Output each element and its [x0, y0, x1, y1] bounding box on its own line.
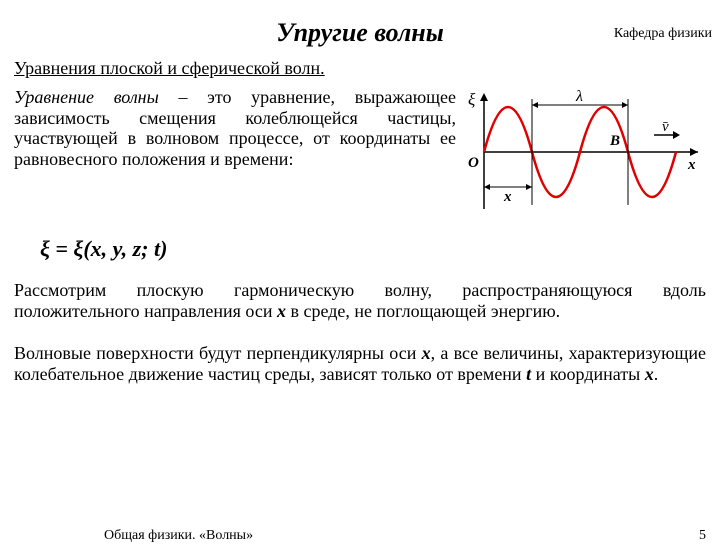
x-axis-label: x [687, 157, 696, 173]
velocity-label: v̄ [662, 119, 669, 135]
lambda-label: λ [575, 88, 583, 105]
term: Уравнение волны [14, 87, 159, 107]
origin-label: O [468, 155, 479, 171]
p3-t1: Волновые поверхности будут перпендикуляр… [14, 343, 422, 363]
p2-x: x [277, 301, 286, 321]
footer: Общая физики. «Волны» 5 [0, 528, 720, 544]
p3-t4: . [654, 364, 659, 384]
footer-left: Общая физики. «Волны» [104, 528, 253, 544]
paragraph-3: Волновые поверхности будут перпендикуляр… [14, 343, 706, 384]
p3-x1: x [422, 343, 431, 363]
eq-lhs: ξ = ξ [40, 236, 83, 261]
x-dim-label: x [503, 189, 512, 205]
wave-equation: ξ = ξ(x, y, z; t) [40, 236, 720, 262]
dept-label: Кафедра физики [614, 26, 712, 42]
xi-label: ξ [468, 90, 476, 109]
section-subtitle: Уравнения плоской и сферической волн. [14, 58, 706, 79]
eq-args: (x, y, z; t) [83, 236, 167, 261]
p3-t3: и координаты [531, 364, 645, 384]
wave-diagram: λ x ξ O B v̄ x [466, 87, 706, 222]
page-number: 5 [699, 528, 706, 544]
p2-t2: в среде, не поглощающей энергию. [286, 301, 560, 321]
paragraph-2: Рассмотрим плоскую гармоническую волну, … [14, 280, 706, 321]
p3-x2: x [645, 364, 654, 384]
intro-paragraph: Уравнение волны – это уравнение, выражаю… [14, 87, 456, 222]
intro-row: Уравнение волны – это уравнение, выражаю… [0, 87, 720, 222]
page-title: Упругие волны [0, 18, 720, 48]
point-b-label: B [609, 133, 620, 149]
